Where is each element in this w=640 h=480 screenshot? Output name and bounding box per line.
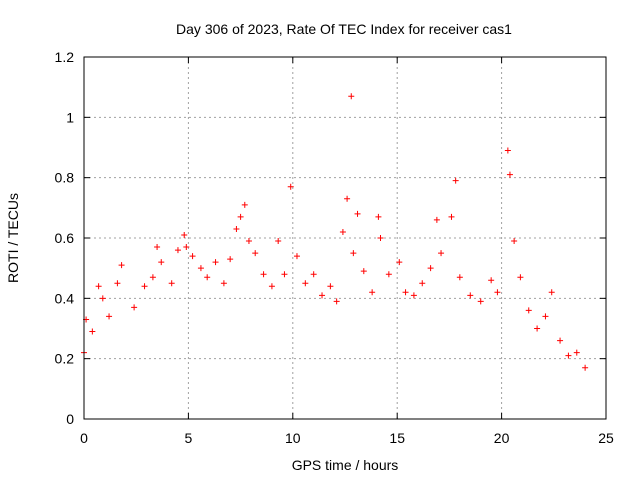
- data-point: [287, 183, 294, 190]
- data-point: [354, 210, 361, 217]
- data-point: [275, 238, 282, 245]
- y-axis-label: ROTI / TECUs: [5, 193, 21, 283]
- x-axis-ticks: 0 5 10 15 20 25: [80, 57, 614, 446]
- data-point: [427, 265, 434, 272]
- x-tick-label: 10: [285, 430, 301, 446]
- data-point: [260, 271, 267, 278]
- data-point: [252, 250, 259, 257]
- data-point: [197, 265, 204, 272]
- data-point: [189, 253, 196, 260]
- data-point: [448, 213, 455, 220]
- data-point: [220, 280, 227, 287]
- data-point: [204, 274, 211, 281]
- data-point: [369, 289, 376, 296]
- data-point: [339, 228, 346, 235]
- data-point: [467, 292, 474, 299]
- x-tick-label: 20: [494, 430, 510, 446]
- data-point: [154, 244, 161, 251]
- data-point: [419, 280, 426, 287]
- data-point: [233, 225, 240, 232]
- data-point: [95, 283, 102, 290]
- x-tick-label: 0: [80, 430, 88, 446]
- y-tick-label: 0: [66, 411, 74, 427]
- data-point: [118, 262, 125, 269]
- data-point: [456, 274, 463, 281]
- x-tick-label: 15: [389, 430, 405, 446]
- data-point: [433, 216, 440, 223]
- data-point: [131, 304, 138, 311]
- data-point: [168, 280, 175, 287]
- data-point: [582, 364, 589, 371]
- data-point: [327, 283, 334, 290]
- data-point: [149, 274, 156, 281]
- data-point: [477, 298, 484, 305]
- data-point: [396, 259, 403, 266]
- data-point: [293, 253, 300, 260]
- data-point: [360, 268, 367, 275]
- x-tick-label: 25: [598, 430, 614, 446]
- y-tick-label: 0.6: [55, 230, 75, 246]
- data-point: [542, 313, 549, 320]
- data-point: [141, 283, 148, 290]
- data-point: [350, 250, 357, 257]
- data-point: [99, 295, 106, 302]
- data-point: [310, 271, 317, 278]
- data-point: [385, 271, 392, 278]
- gridlines: [84, 57, 606, 419]
- y-axis-ticks: 0 0.2 0.4 0.6 0.8 1 1.2: [55, 49, 606, 427]
- data-point: [402, 289, 409, 296]
- data-point: [174, 247, 181, 254]
- data-point: [410, 292, 417, 299]
- data-points: [81, 93, 589, 371]
- data-point: [494, 289, 501, 296]
- data-point: [517, 274, 524, 281]
- y-tick-label: 0.8: [55, 170, 75, 186]
- data-point: [525, 307, 532, 314]
- data-point: [183, 244, 190, 251]
- data-point: [245, 238, 252, 245]
- chart-title: Day 306 of 2023, Rate Of TEC Index for r…: [176, 21, 512, 37]
- data-point: [565, 352, 572, 359]
- y-tick-label: 0.4: [55, 290, 75, 306]
- data-point: [348, 93, 355, 100]
- data-point: [488, 277, 495, 284]
- data-point: [237, 213, 244, 220]
- y-tick-label: 0.2: [55, 351, 75, 367]
- data-point: [438, 250, 445, 257]
- data-point: [89, 328, 96, 335]
- data-point: [106, 313, 113, 320]
- data-point: [506, 171, 513, 178]
- data-point: [548, 289, 555, 296]
- data-point: [227, 256, 234, 263]
- data-point: [452, 177, 459, 184]
- data-point: [212, 259, 219, 266]
- data-point: [573, 349, 580, 356]
- data-point: [557, 337, 564, 344]
- data-point: [375, 213, 382, 220]
- data-point: [344, 195, 351, 202]
- data-point: [302, 280, 309, 287]
- data-point: [181, 231, 188, 238]
- data-point: [504, 147, 511, 154]
- x-axis-label: GPS time / hours: [292, 457, 399, 473]
- data-point: [377, 235, 384, 241]
- data-point: [158, 259, 165, 266]
- data-point: [114, 280, 121, 287]
- y-tick-label: 1.2: [55, 49, 75, 65]
- data-point: [319, 292, 326, 299]
- data-point: [511, 238, 518, 245]
- data-point: [534, 325, 541, 332]
- data-point: [241, 201, 248, 208]
- data-point: [281, 271, 288, 278]
- data-point: [268, 283, 275, 290]
- x-tick-label: 5: [185, 430, 193, 446]
- data-point: [333, 298, 340, 305]
- y-tick-label: 1: [66, 109, 74, 125]
